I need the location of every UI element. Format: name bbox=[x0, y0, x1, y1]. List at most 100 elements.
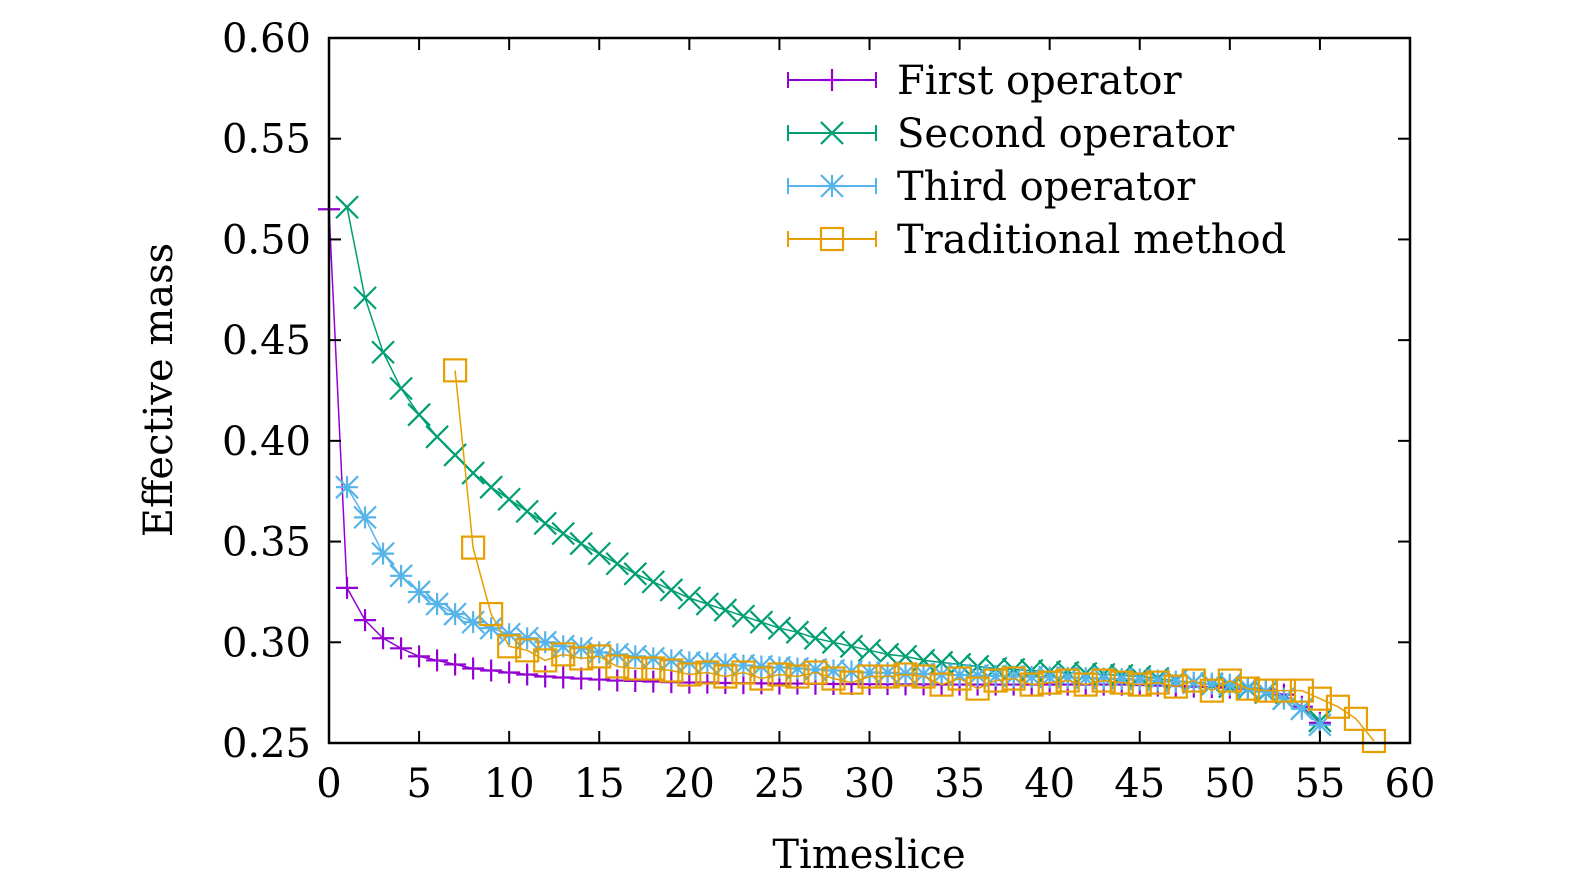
data-point bbox=[587, 640, 612, 665]
data-point bbox=[389, 376, 413, 401]
data-point bbox=[533, 630, 557, 655]
data-point bbox=[389, 564, 413, 588]
data-point bbox=[533, 648, 558, 673]
data-point bbox=[1236, 675, 1260, 700]
data-point bbox=[983, 668, 1008, 693]
y-axis-label: Effective mass bbox=[136, 243, 182, 537]
data-point bbox=[659, 578, 684, 602]
data-point bbox=[623, 656, 648, 681]
data-point bbox=[605, 654, 630, 679]
data-point bbox=[803, 660, 828, 685]
x-tick-label: 40 bbox=[1024, 761, 1075, 807]
x-tick-label: 20 bbox=[664, 761, 715, 807]
legend-marker bbox=[820, 121, 844, 145]
data-point bbox=[911, 664, 936, 689]
legend-item: Second operator bbox=[787, 111, 1235, 157]
data-point bbox=[353, 286, 377, 310]
data-point bbox=[677, 586, 702, 610]
data-point bbox=[857, 660, 882, 685]
data-point bbox=[1127, 672, 1152, 697]
data-point bbox=[839, 634, 864, 659]
data-point bbox=[911, 662, 936, 686]
legend-item: First operator bbox=[787, 58, 1182, 104]
legend-label: Traditional method bbox=[897, 217, 1286, 263]
data-point bbox=[893, 662, 918, 687]
data-point bbox=[641, 656, 666, 681]
x-tick-label: 60 bbox=[1385, 761, 1436, 807]
data-point bbox=[533, 511, 557, 536]
data-point bbox=[551, 642, 576, 667]
data-point bbox=[857, 638, 882, 663]
data-point bbox=[821, 630, 846, 655]
data-point bbox=[1037, 665, 1062, 690]
data-point bbox=[1073, 672, 1098, 697]
x-tick-label: 55 bbox=[1294, 761, 1345, 807]
data-point bbox=[426, 649, 449, 672]
x-tick-label: 30 bbox=[844, 761, 895, 807]
data-point bbox=[731, 653, 756, 678]
series-layer bbox=[318, 195, 1387, 754]
data-point bbox=[821, 658, 846, 683]
data-point bbox=[1073, 666, 1098, 690]
data-point bbox=[353, 505, 377, 530]
data-point bbox=[875, 661, 900, 685]
legend-marker bbox=[820, 174, 844, 198]
data-point bbox=[947, 663, 972, 687]
data-point bbox=[641, 570, 666, 594]
data-point bbox=[1091, 666, 1116, 691]
legend-item: Traditional method bbox=[787, 217, 1286, 263]
data-point bbox=[749, 666, 774, 691]
data-point bbox=[1217, 668, 1242, 693]
data-point bbox=[1271, 678, 1296, 703]
series-second-operator bbox=[335, 195, 1332, 733]
data-point bbox=[785, 656, 810, 681]
data-point bbox=[803, 657, 828, 682]
data-point bbox=[767, 616, 792, 640]
series-traditional-method bbox=[443, 358, 1387, 754]
y-tick-label: 0.45 bbox=[222, 318, 311, 364]
data-point bbox=[407, 402, 431, 427]
data-point bbox=[1361, 728, 1387, 754]
data-point bbox=[1001, 666, 1026, 691]
data-point bbox=[1290, 696, 1314, 721]
data-point bbox=[1145, 668, 1170, 693]
data-point bbox=[1235, 676, 1260, 701]
x-tick-label: 45 bbox=[1114, 761, 1165, 807]
data-point bbox=[713, 664, 738, 689]
data-point bbox=[1289, 678, 1315, 703]
legend-marker bbox=[821, 69, 843, 91]
legend-marker bbox=[819, 226, 845, 252]
data-point bbox=[335, 195, 359, 219]
y-tick-label: 0.35 bbox=[222, 520, 311, 566]
data-point bbox=[767, 655, 792, 680]
data-point bbox=[677, 662, 702, 687]
data-point bbox=[659, 658, 684, 683]
data-point bbox=[407, 580, 431, 604]
data-point bbox=[1055, 668, 1080, 693]
data-point bbox=[354, 609, 377, 632]
legend-label: First operator bbox=[897, 58, 1182, 104]
data-point bbox=[479, 616, 503, 640]
data-point bbox=[965, 676, 990, 701]
data-point bbox=[497, 487, 521, 512]
data-point bbox=[479, 475, 503, 499]
data-point bbox=[785, 664, 810, 689]
data-point bbox=[371, 541, 395, 566]
data-point bbox=[498, 661, 521, 684]
data-point bbox=[1343, 706, 1369, 731]
data-point bbox=[803, 626, 828, 651]
data-point bbox=[965, 663, 990, 688]
data-point bbox=[749, 610, 774, 634]
data-point bbox=[893, 661, 918, 686]
data-point bbox=[1019, 665, 1044, 689]
data-point bbox=[695, 592, 720, 616]
y-tick-label: 0.25 bbox=[222, 721, 311, 767]
data-point bbox=[480, 659, 503, 682]
data-point bbox=[443, 358, 468, 383]
series-first-operator bbox=[318, 198, 1331, 734]
data-point bbox=[371, 340, 395, 365]
data-point bbox=[1218, 672, 1242, 697]
legend-label: Third operator bbox=[897, 164, 1196, 210]
y-tick-label: 0.55 bbox=[222, 117, 311, 163]
